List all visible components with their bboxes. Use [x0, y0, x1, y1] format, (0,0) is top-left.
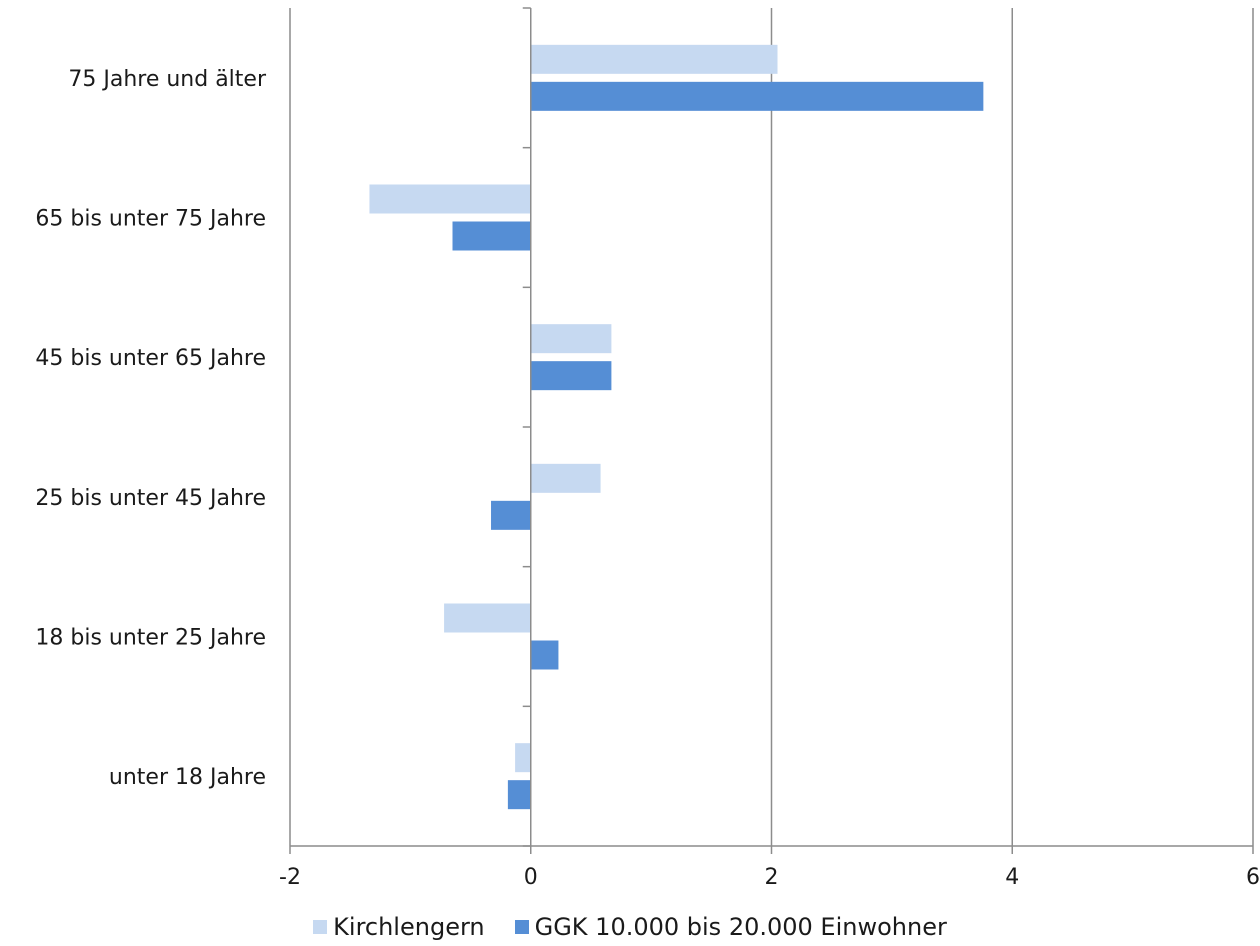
x-tick-label: 4 — [1005, 865, 1019, 890]
bar-series-2 — [491, 500, 531, 530]
bar-series-2 — [530, 81, 984, 111]
category-labels: 75 Jahre und älter 65 bis unter 75 Jahre 4… — [35, 67, 267, 790]
legend-item-series-2: GGK 10.000 bis 20.000 Einwohner — [514, 913, 947, 941]
category-label: 45 bis unter 65 Jahre — [35, 346, 266, 371]
category-label: 65 bis unter 75 Jahre — [35, 207, 266, 232]
x-tick-label: 2 — [765, 865, 779, 890]
x-tick-label: 0 — [524, 865, 538, 890]
x-tick-label: 6 — [1246, 865, 1260, 890]
bar-series-1 — [530, 324, 612, 354]
bar-series-1 — [530, 44, 778, 74]
category-label: unter 18 Jahre — [109, 765, 266, 790]
legend-label-series-2: GGK 10.000 bis 20.000 Einwohner — [534, 913, 947, 941]
legend: Kirchlengern GGK 10.000 bis 20.000 Einwo… — [0, 908, 1260, 946]
category-label: 25 bis unter 45 Jahre — [35, 486, 266, 511]
legend-item-series-1: Kirchlengern — [313, 913, 485, 941]
bar-chart: 75 Jahre und älter 65 bis unter 75 Jahre 4… — [35, 7, 1260, 890]
bar-series-1 — [444, 603, 531, 633]
bar-series-2 — [530, 361, 612, 391]
legend-swatch-series-1 — [313, 920, 328, 934]
legend-label-series-1: Kirchlengern — [333, 913, 485, 941]
category-label: 75 Jahre und älter — [68, 67, 267, 92]
bar-series-1 — [369, 184, 531, 214]
bar-series-2 — [530, 640, 559, 670]
x-tick-label: -2 — [279, 865, 301, 890]
bar-series-1 — [530, 463, 601, 493]
bar-series-2 — [507, 780, 531, 810]
axes — [289, 7, 1254, 854]
legend-swatch-series-2 — [514, 920, 529, 934]
category-label: 18 bis unter 25 Jahre — [35, 626, 266, 651]
bars — [369, 44, 984, 810]
gridlines — [289, 8, 1254, 846]
bar-series-2 — [452, 221, 531, 251]
x-tick-labels: -2 0 2 4 6 — [279, 865, 1260, 890]
bar-series-1 — [515, 743, 531, 773]
